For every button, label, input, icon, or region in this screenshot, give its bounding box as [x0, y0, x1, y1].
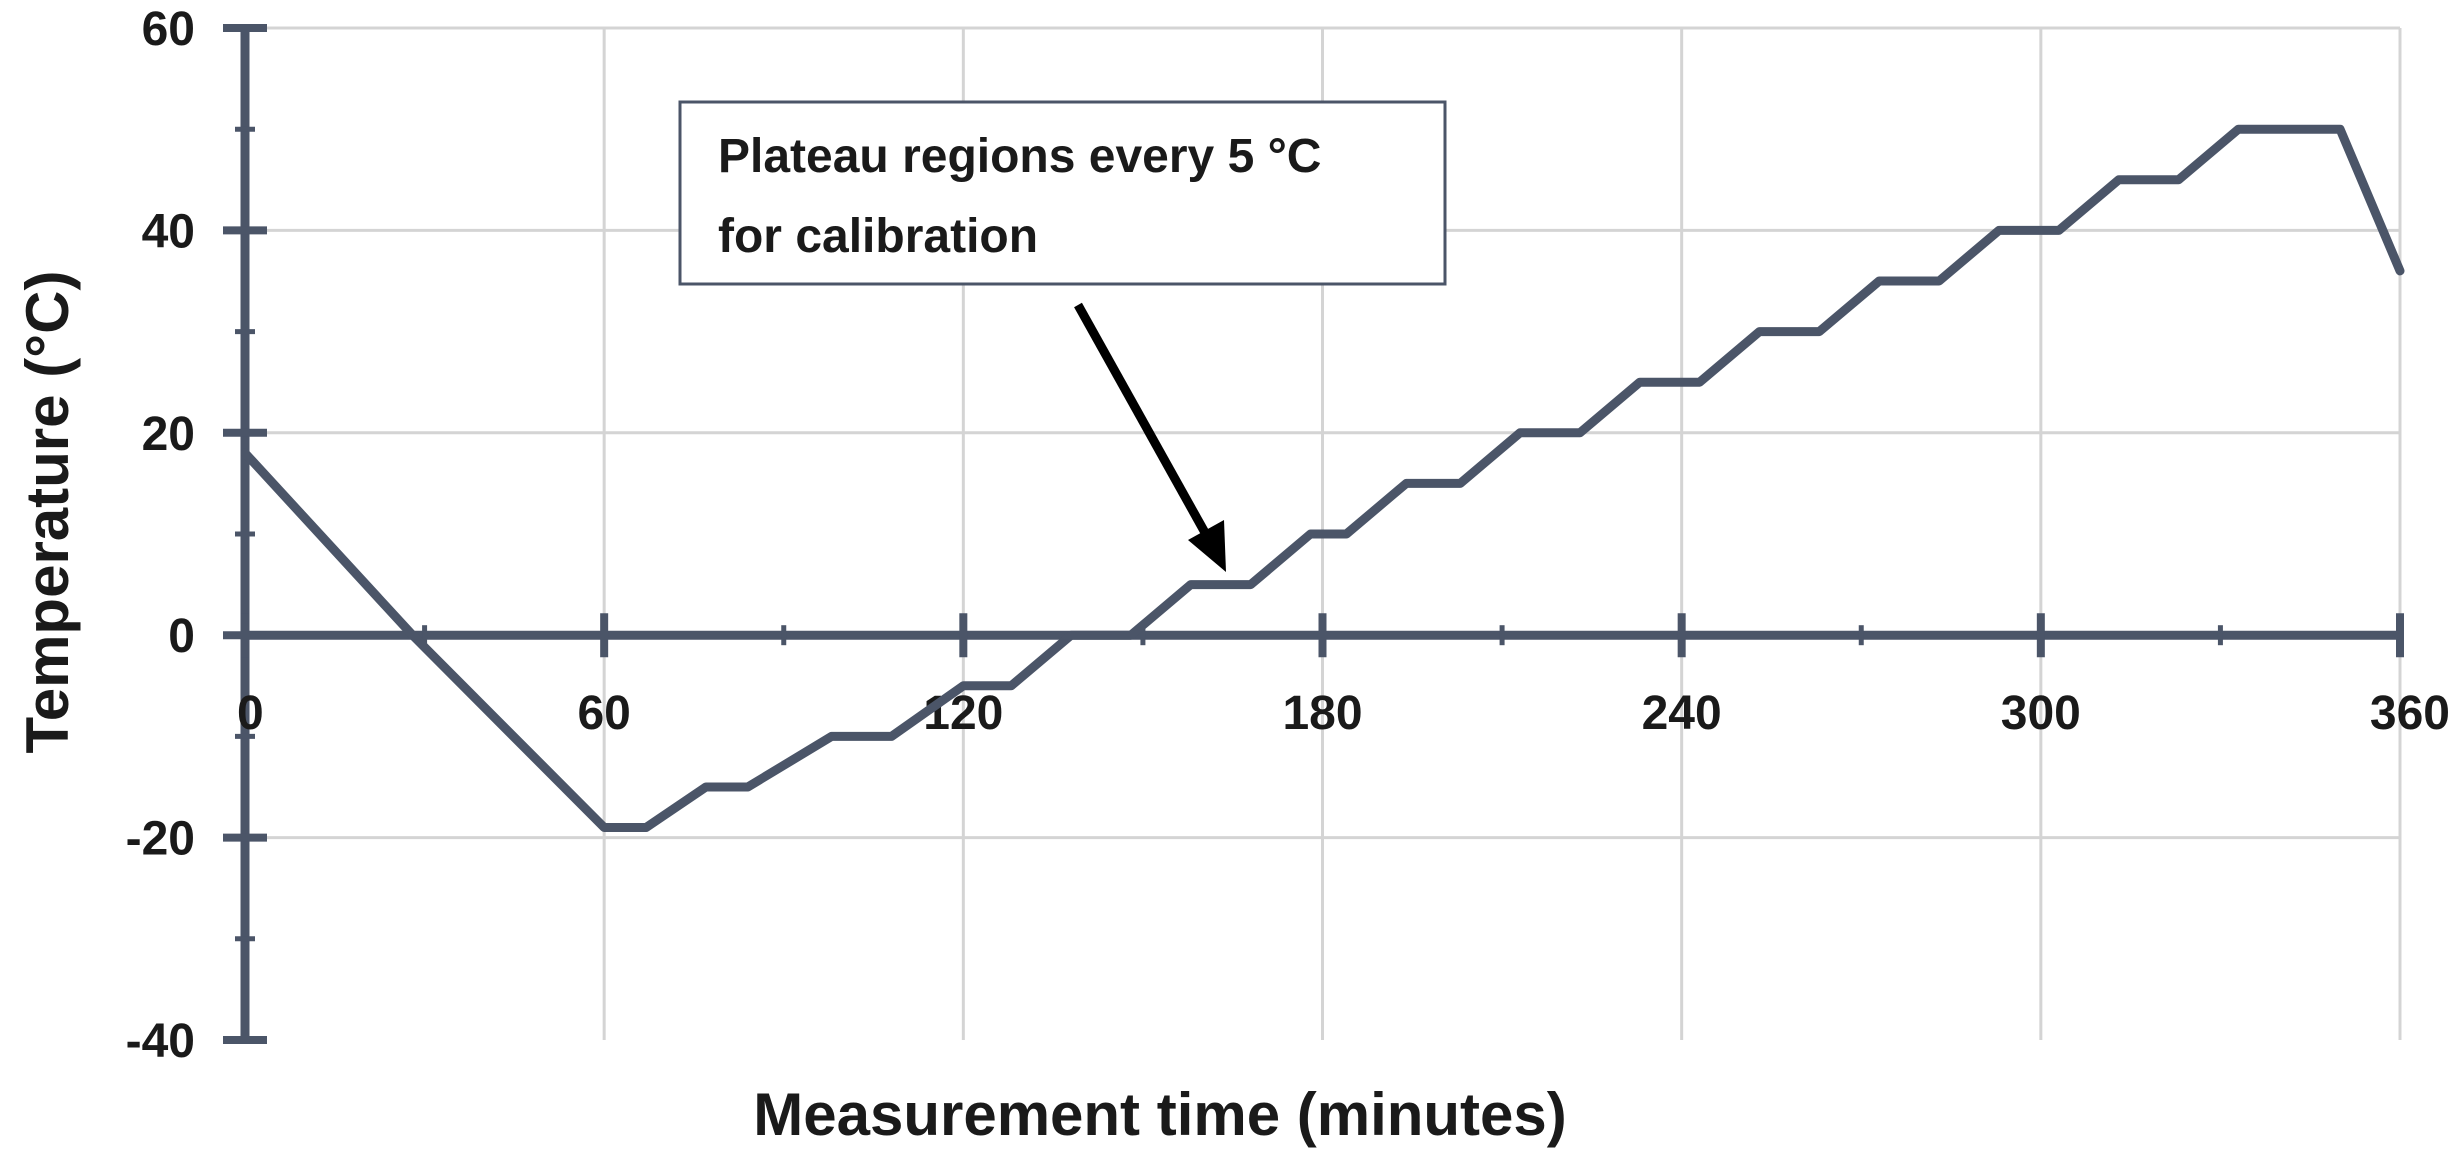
y-tick-label: 40	[142, 205, 195, 258]
annotation-line-2: for calibration	[718, 210, 1038, 263]
annotation-callout: Plateau regions every 5 °C for calibrati…	[678, 100, 1447, 572]
annotation-arrow-head	[1188, 520, 1226, 572]
x-tick-label: 120	[923, 687, 1003, 740]
annotation-arrow-shaft	[1074, 302, 1212, 541]
annotation-line-1: Plateau regions every 5 °C	[718, 130, 1321, 183]
x-tick-label: 300	[2001, 687, 2081, 740]
x-tick-label: 0	[237, 687, 264, 740]
y-tick-label: 0	[168, 610, 195, 663]
x-tick-label: 360	[2370, 687, 2450, 740]
y-tick-label: -20	[126, 813, 195, 866]
y-axis-title: Temperature (°C)	[14, 271, 81, 754]
y-tick-label: -40	[126, 1015, 195, 1068]
x-tick-label: 180	[1282, 687, 1362, 740]
y-tick-label: 60	[142, 3, 195, 56]
annotation-box	[678, 100, 1447, 286]
axes	[223, 24, 2404, 1044]
x-tick-label: 60	[577, 687, 630, 740]
x-axis-title: Measurement time (minutes)	[753, 1081, 1567, 1148]
y-tick-label: 20	[142, 408, 195, 461]
x-tick-label: 240	[1642, 687, 1722, 740]
tick-labels: 0 60 120 180 240 300 360 60 40 20 0 -20 -40	[126, 3, 2450, 1068]
temperature-line	[240, 124, 2405, 832]
